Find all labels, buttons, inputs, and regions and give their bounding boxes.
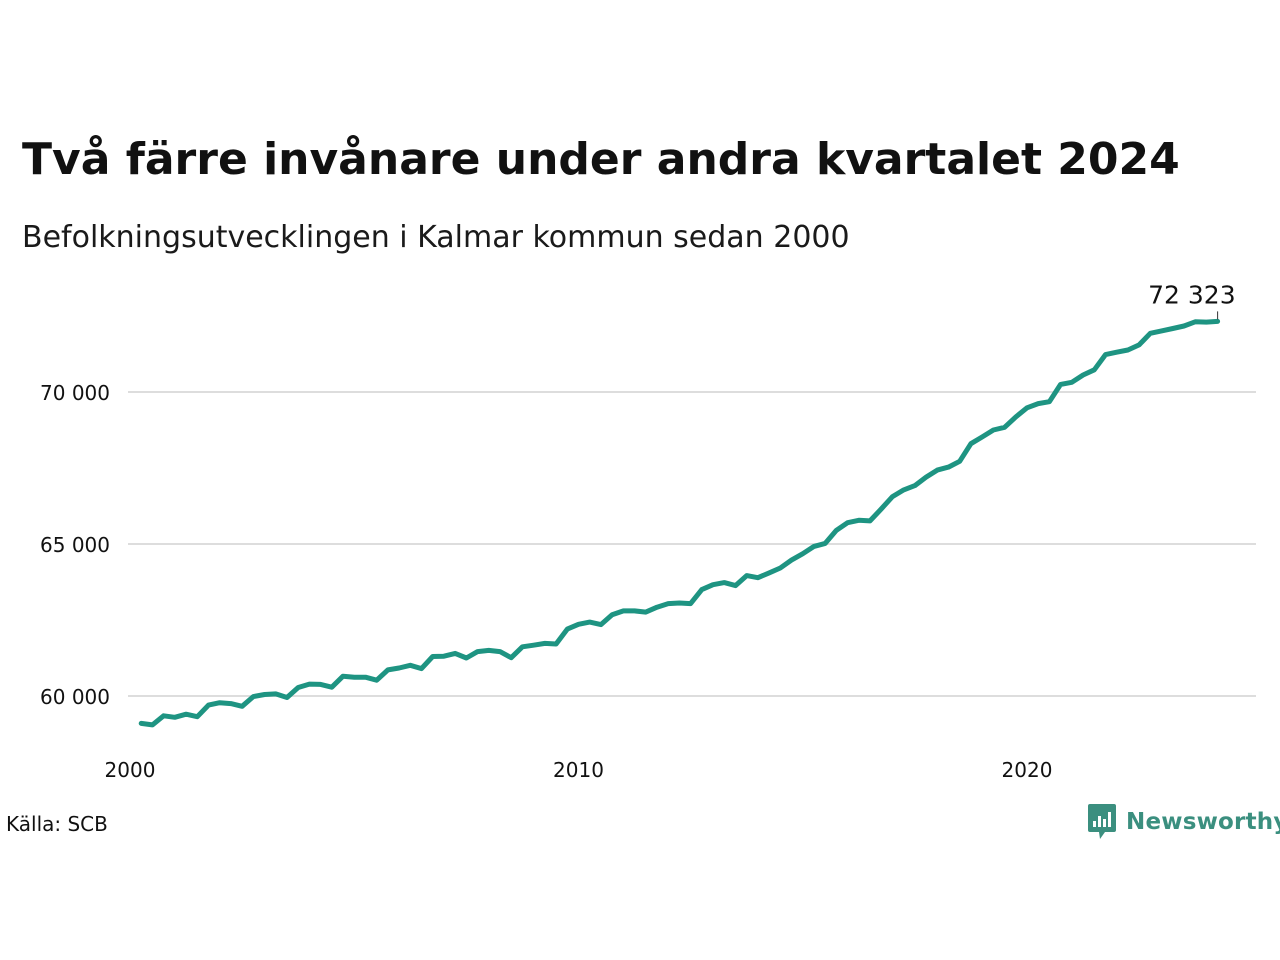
y-axis-ticks: 60 000 65 000 70 000 bbox=[40, 381, 110, 709]
series-line bbox=[138, 318, 1221, 728]
y-tick-label: 60 000 bbox=[40, 685, 110, 709]
source-note: Källa: SCB bbox=[6, 812, 108, 836]
y-tick-label: 70 000 bbox=[40, 381, 110, 405]
x-tick-label: 2020 bbox=[1002, 758, 1053, 782]
grid-lines bbox=[128, 391, 1256, 697]
brand-logo: Newsworthy bbox=[1088, 802, 1280, 842]
brand-name: Newsworthy bbox=[1126, 809, 1280, 835]
annotation-label: 72 323 bbox=[1148, 280, 1235, 309]
chart-subtitle: Befolkningsutvecklingen i Kalmar kommun … bbox=[22, 220, 850, 255]
x-tick-label: 2000 bbox=[105, 758, 156, 782]
x-tick-label: 2010 bbox=[553, 758, 604, 782]
bar-chart-speech-bubble-icon bbox=[1088, 804, 1116, 839]
chart-title: Två färre invånare under andra kvartalet… bbox=[22, 134, 1180, 185]
end-value-annotation: 72 323 bbox=[1148, 280, 1236, 320]
y-tick-label: 65 000 bbox=[40, 533, 110, 557]
x-axis-ticks: 2000 2010 2020 bbox=[105, 758, 1053, 782]
series-layer bbox=[138, 318, 1221, 728]
